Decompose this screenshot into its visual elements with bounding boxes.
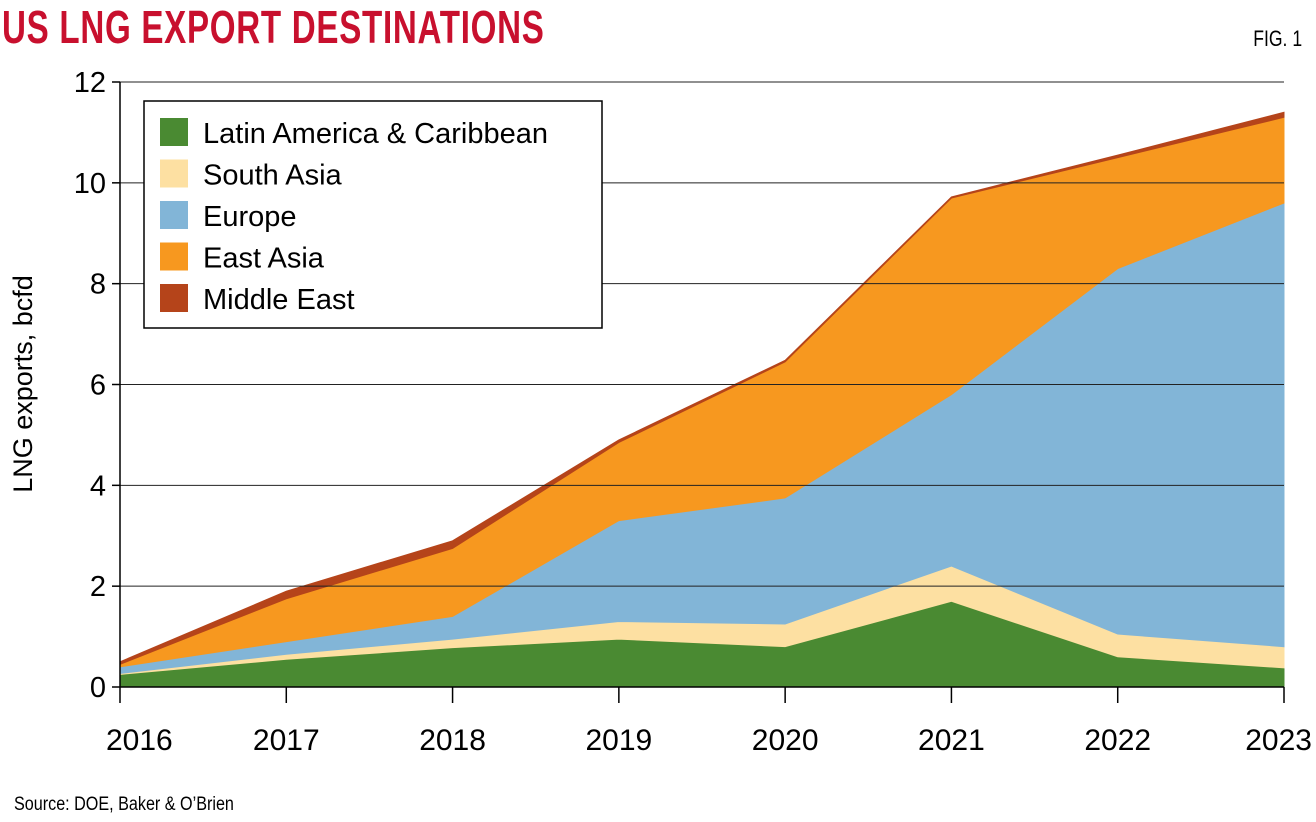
area-middle-east bbox=[119, 111, 1285, 666]
source-note: Source: DOE, Baker & O’Brien bbox=[14, 794, 234, 815]
legend-label: South Asia bbox=[203, 160, 343, 192]
legend-swatch bbox=[160, 284, 188, 312]
legend-swatch bbox=[160, 242, 188, 271]
legend-label: Middle East bbox=[203, 284, 355, 316]
x-tick-label: 2016 bbox=[106, 724, 173, 757]
legend-swatch bbox=[160, 118, 188, 146]
legend-label: East Asia bbox=[203, 243, 325, 275]
x-tick-label: 2022 bbox=[1084, 724, 1151, 757]
legend-box bbox=[143, 100, 603, 329]
x-tick-label: 2020 bbox=[752, 724, 819, 757]
legend-label: Latin America & Caribbean bbox=[203, 118, 548, 150]
y-tick-label: 10 bbox=[74, 168, 106, 200]
legend-swatch bbox=[160, 159, 188, 188]
y-tick-label: 0 bbox=[90, 672, 106, 704]
y-tick-label: 6 bbox=[90, 370, 106, 402]
y-tick-label: 8 bbox=[90, 269, 106, 301]
chart-title: US LNG EXPORT DESTINATIONS bbox=[2, 1, 545, 53]
y-tick-label: 12 bbox=[74, 67, 106, 99]
x-tick-label: 2018 bbox=[419, 724, 486, 757]
x-tick-label: 2023 bbox=[1245, 724, 1312, 757]
figure-label: FIG. 1 bbox=[1253, 26, 1302, 51]
x-tick-label: 2017 bbox=[253, 724, 320, 757]
y-axis-label: LNG exports, bcfd bbox=[8, 275, 38, 493]
x-tick-label: 2021 bbox=[918, 724, 985, 757]
y-tick-label: 2 bbox=[90, 571, 106, 603]
legend-label: Europe bbox=[203, 201, 297, 233]
legend-swatch bbox=[160, 201, 188, 229]
x-tick-label: 2019 bbox=[585, 724, 652, 757]
y-tick-label: 4 bbox=[90, 470, 106, 502]
